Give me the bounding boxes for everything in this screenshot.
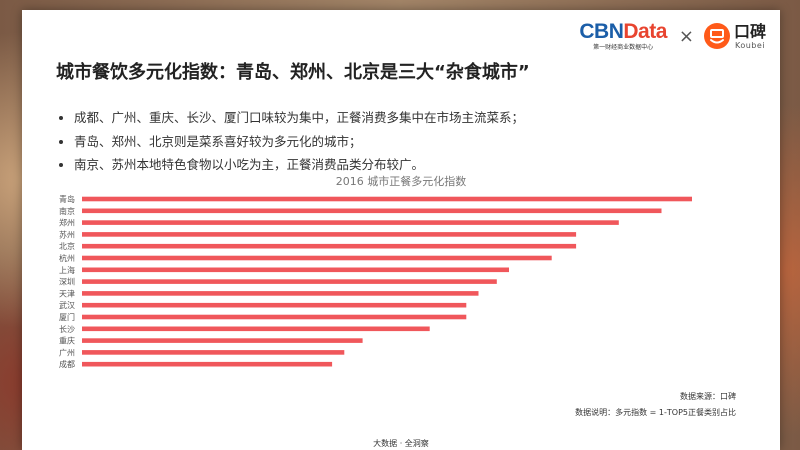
category-label: 苏州 — [59, 229, 75, 239]
koubei-logo: 口碑 Koubei — [703, 21, 766, 50]
bar — [82, 220, 619, 225]
cbndata-logo: CBNData 第一财经商业数据中心 — [579, 19, 667, 52]
bar — [82, 291, 479, 296]
slide-card: CBNData 第一财经商业数据中心 × 口碑 Koubei 城市餐饮多元化指数… — [22, 10, 780, 450]
logo-bar: CBNData 第一财经商业数据中心 × 口碑 Koubei — [579, 18, 766, 54]
bar — [82, 326, 430, 332]
category-label: 厦门 — [59, 312, 75, 322]
bar — [82, 232, 577, 237]
bar — [82, 302, 467, 308]
bar — [82, 350, 345, 355]
category-label: 深圳 — [59, 277, 75, 287]
bar — [82, 196, 692, 202]
category-label: 北京 — [59, 241, 75, 251]
bar — [82, 208, 662, 214]
category-label: 南京 — [59, 206, 75, 216]
chart-title: 2016 城市正餐多元化指数 — [335, 175, 467, 188]
bar — [82, 243, 577, 249]
bar — [82, 267, 509, 273]
bar — [82, 338, 363, 343]
category-label: 杭州 — [59, 253, 75, 263]
cbndata-tagline: 第一财经商业数据中心 — [593, 43, 654, 51]
category-label: 上海 — [59, 265, 75, 275]
bullet-item: 南京、苏州本地特色食物以小吃为主，正餐消费品类分布较广。 — [56, 153, 524, 177]
data-source: 数据来源：口碑 — [680, 392, 736, 401]
footer-slogan: 大数据 · 全洞察 — [373, 439, 429, 448]
category-label: 重庆 — [59, 336, 75, 346]
bar — [82, 279, 497, 284]
category-label: 郑州 — [59, 218, 75, 228]
bar — [82, 314, 467, 320]
koubei-logo-cn: 口碑 — [733, 21, 766, 41]
category-label: 天津 — [59, 288, 75, 298]
category-label: 广州 — [59, 347, 75, 357]
bullet-item: 成都、广州、重庆、长沙、厦门口味较为集中，正餐消费多集中在市场主流菜系； — [56, 106, 524, 130]
category-label: 成都 — [59, 359, 75, 369]
category-label: 武汉 — [59, 300, 75, 310]
category-label: 青岛 — [59, 194, 75, 204]
data-note: 数据说明：多元指数 = 1-TOP5正餐类别占比 — [575, 408, 736, 417]
bullet-item: 青岛、郑州、北京则是菜系喜好较为多元化的城市； — [56, 130, 524, 154]
bar — [82, 255, 552, 261]
koubei-smile-icon — [703, 23, 730, 49]
slide-title: 城市餐饮多元化指数：青岛、郑州、北京是三大“杂食城市” — [56, 62, 530, 83]
cbndata-logo-data: Data — [623, 19, 667, 43]
cbndata-logo-cbn: CBN — [579, 19, 624, 43]
koubei-logo-en: Koubei — [734, 40, 766, 50]
bullet-list: 成都、广州、重庆、长沙、厦门口味较为集中，正餐消费多集中在市场主流菜系； 青岛、… — [56, 106, 524, 177]
collab-times-sign: × — [678, 25, 694, 47]
bar — [82, 361, 333, 367]
category-label: 长沙 — [59, 324, 75, 334]
